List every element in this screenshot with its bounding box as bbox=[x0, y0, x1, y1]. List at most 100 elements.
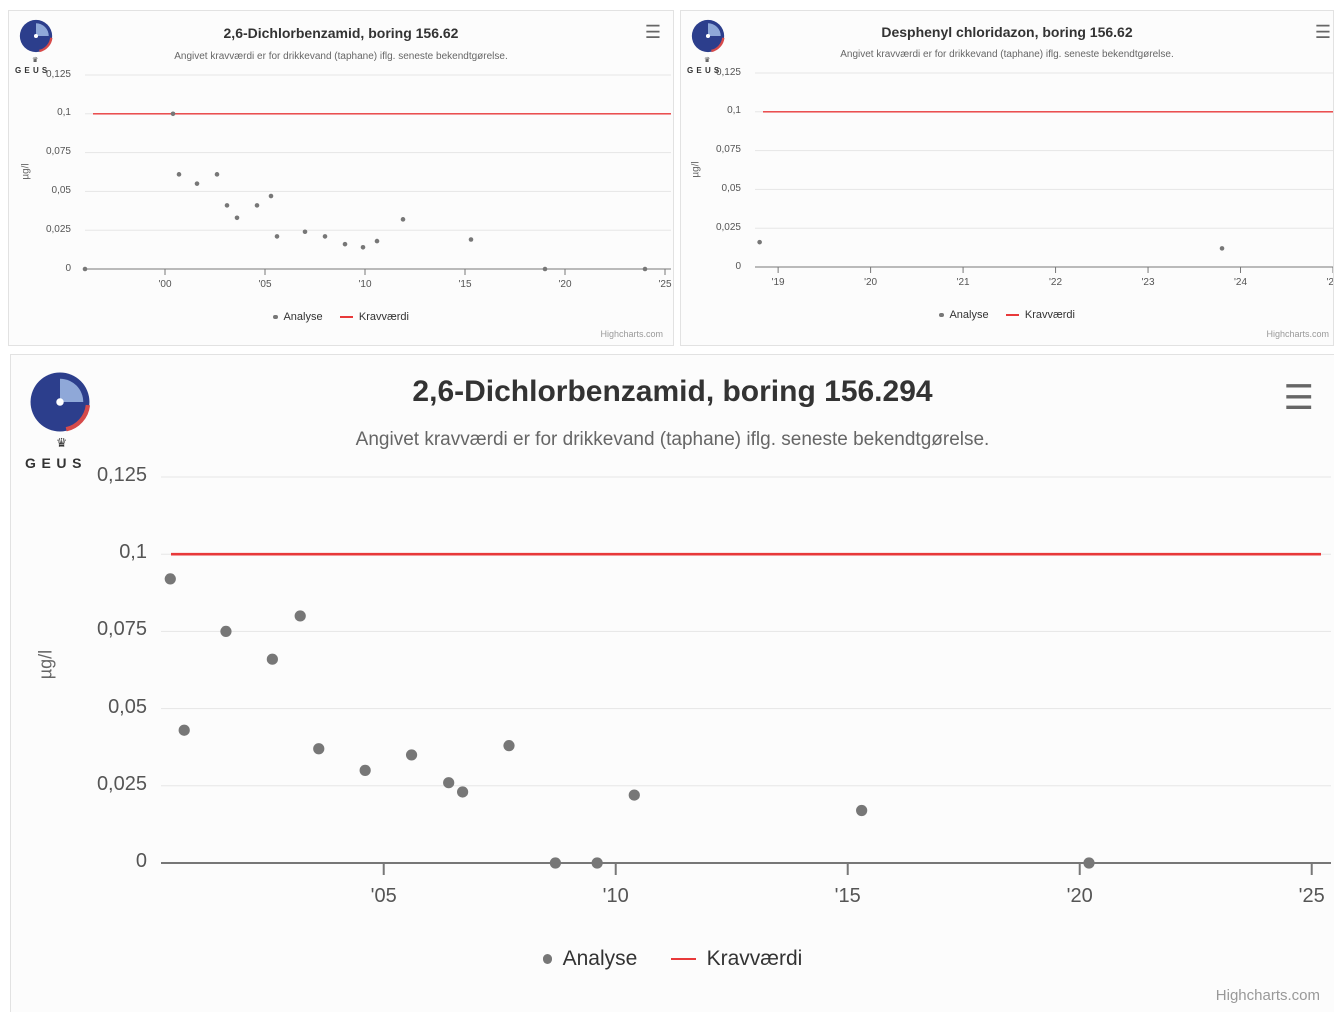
geus-logo-icon bbox=[30, 372, 91, 432]
hamburger-menu-icon[interactable]: ☰ bbox=[1283, 379, 1314, 417]
chart-panel-dichlorbenzamid-156-62: ♛ GEUS 2,6-Dichlorbenzamid, boring 156.62… bbox=[8, 10, 674, 346]
data-point[interactable] bbox=[360, 244, 366, 250]
data-point[interactable] bbox=[374, 238, 380, 244]
geus-logo: ♛ GEUS bbox=[15, 19, 69, 77]
legend-item-kravvaerdi[interactable]: Kravværdi bbox=[340, 311, 409, 323]
hamburger-menu-icon[interactable]: ☰ bbox=[644, 22, 661, 42]
credits-link[interactable]: Highcharts.com bbox=[1215, 987, 1320, 1004]
hamburger-menu-icon[interactable]: ☰ bbox=[1314, 22, 1331, 42]
data-point[interactable] bbox=[220, 625, 232, 637]
y-tick-label: 0,075 bbox=[715, 144, 741, 156]
plot-area bbox=[161, 476, 1331, 875]
legend-item-analyse[interactable]: Analyse bbox=[542, 947, 638, 971]
legend-label: Kravværdi bbox=[358, 311, 409, 323]
x-tick-label: '22 bbox=[1049, 277, 1063, 288]
data-point[interactable] bbox=[856, 804, 868, 817]
data-point[interactable] bbox=[503, 740, 515, 752]
legend-line-icon bbox=[1006, 314, 1020, 316]
y-tick-label: 0,05 bbox=[51, 184, 71, 196]
crown-icon: ♛ bbox=[704, 55, 714, 64]
data-point[interactable] bbox=[234, 215, 240, 221]
data-point[interactable] bbox=[628, 789, 640, 801]
data-point[interactable] bbox=[164, 573, 176, 585]
geus-logo-text: GEUS bbox=[687, 65, 723, 75]
legend-item-kravvaerdi[interactable]: Kravværdi bbox=[670, 947, 803, 971]
data-point[interactable] bbox=[254, 203, 260, 208]
credits-link[interactable]: Highcharts.com bbox=[600, 329, 663, 339]
geus-logo: ♛ GEUS bbox=[687, 19, 741, 77]
chart-title: 2,6-Dichlorbenzamid, boring 156.294 bbox=[412, 375, 933, 408]
y-tick-label: 0 bbox=[735, 260, 741, 272]
data-point[interactable] bbox=[549, 857, 562, 869]
y-tick-label: 0,075 bbox=[96, 618, 147, 641]
legend-label: Analyse bbox=[283, 311, 323, 323]
crown-icon: ♛ bbox=[56, 436, 73, 450]
geus-logo-icon bbox=[691, 19, 725, 53]
data-point[interactable] bbox=[359, 764, 371, 776]
chart-panel-desphenyl-chloridazon-156-62: ♛ GEUS Desphenyl chloridazon, boring 156.… bbox=[680, 10, 1334, 346]
x-tick-label: '05 bbox=[258, 279, 272, 290]
y-tick-label: 0,025 bbox=[96, 772, 147, 795]
x-tick-label: '25 bbox=[1298, 885, 1325, 907]
y-tick-label: 0 bbox=[135, 850, 147, 872]
data-point[interactable] bbox=[405, 749, 418, 761]
chart-title: 2,6-Dichlorbenzamid, boring 156.62 bbox=[223, 25, 459, 41]
chart-title: Desphenyl chloridazon, boring 156.62 bbox=[881, 24, 1133, 40]
data-point[interactable] bbox=[313, 743, 325, 755]
legend-dot-icon bbox=[542, 954, 553, 964]
legend-item-kravvaerdi[interactable]: Kravværdi bbox=[1006, 309, 1075, 321]
data-point[interactable] bbox=[294, 610, 306, 622]
y-tick-label: 0,125 bbox=[715, 66, 741, 78]
data-point[interactable] bbox=[178, 724, 190, 736]
chart-legend: Analyse Kravværdi bbox=[11, 947, 1334, 971]
y-tick-label: 0,125 bbox=[45, 68, 71, 80]
data-point[interactable] bbox=[302, 229, 308, 235]
x-tick-label: '21 bbox=[956, 277, 970, 288]
x-tick-label: '20 bbox=[558, 279, 572, 290]
data-point[interactable] bbox=[757, 239, 762, 245]
y-tick-label: 0,05 bbox=[108, 695, 147, 718]
data-point[interactable] bbox=[266, 653, 278, 665]
x-tick-label: '15 bbox=[458, 279, 472, 290]
y-tick-label: 0,125 bbox=[96, 464, 147, 486]
x-tick-label: '25 bbox=[1326, 277, 1334, 288]
data-point[interactable] bbox=[457, 786, 469, 798]
y-tick-label: 0,1 bbox=[727, 105, 741, 117]
x-tick-label: '00 bbox=[158, 279, 172, 290]
data-point[interactable] bbox=[224, 203, 230, 208]
data-point[interactable] bbox=[400, 217, 406, 222]
data-point[interactable] bbox=[542, 266, 548, 272]
data-point[interactable] bbox=[82, 266, 88, 272]
legend-label: Analyse bbox=[562, 947, 638, 970]
legend-label: Kravværdi bbox=[706, 947, 803, 970]
legend-item-analyse[interactable]: Analyse bbox=[939, 309, 989, 321]
y-tick-label: 0,075 bbox=[45, 146, 71, 158]
data-point[interactable] bbox=[1219, 246, 1225, 251]
chart-panel-dichlorbenzamid-156-294: ♛ GEUS 2,6-Dichlorbenzamid, boring 156.29… bbox=[10, 354, 1334, 1012]
chart-legend: Analyse Kravværdi bbox=[9, 311, 673, 323]
legend-item-analyse[interactable]: Analyse bbox=[273, 311, 323, 323]
data-point[interactable] bbox=[642, 266, 648, 272]
data-point[interactable] bbox=[591, 857, 603, 869]
data-point[interactable] bbox=[170, 111, 176, 117]
x-tick-label: '20 bbox=[864, 277, 878, 288]
x-tick-label: '20 bbox=[1066, 885, 1093, 907]
y-tick-label: 0,1 bbox=[57, 107, 71, 119]
credits-link[interactable]: Highcharts.com bbox=[1266, 329, 1329, 339]
chart-legend: Analyse Kravværdi bbox=[681, 309, 1333, 321]
data-point[interactable] bbox=[1083, 857, 1095, 869]
data-point[interactable] bbox=[194, 181, 200, 186]
data-point[interactable] bbox=[322, 234, 328, 239]
data-point[interactable] bbox=[274, 234, 280, 239]
data-point[interactable] bbox=[468, 237, 474, 242]
data-point[interactable] bbox=[268, 193, 274, 199]
data-point[interactable] bbox=[443, 777, 455, 789]
legend-label: Analyse bbox=[949, 309, 989, 321]
data-point[interactable] bbox=[342, 241, 348, 247]
data-point[interactable] bbox=[214, 172, 220, 177]
data-point[interactable] bbox=[176, 172, 182, 177]
legend-dot-icon bbox=[273, 314, 278, 320]
geus-logo-text: GEUS bbox=[15, 65, 51, 75]
x-tick-label: '15 bbox=[834, 885, 861, 907]
x-tick-label: '10 bbox=[602, 885, 629, 907]
